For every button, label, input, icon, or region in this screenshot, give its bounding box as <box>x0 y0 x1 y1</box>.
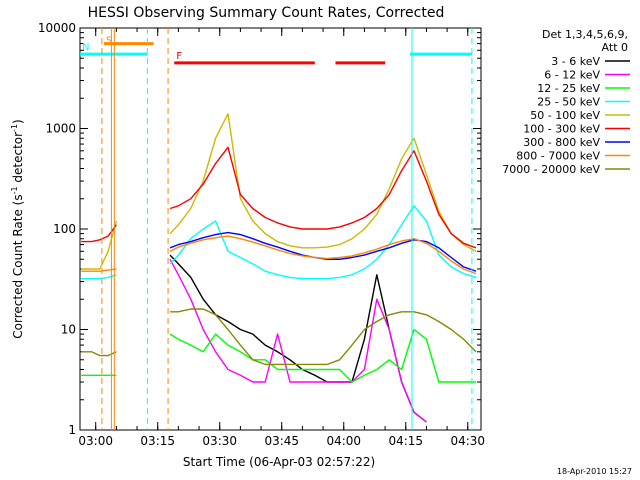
y-axis-label-main: Corrected Count Rate (s <box>11 194 25 338</box>
y-tick-label: 1000 <box>45 122 76 136</box>
x-tick-label: 04:00 <box>326 434 361 448</box>
legend-label: 3 - 6 keV <box>551 55 600 68</box>
vertical-markers <box>101 28 473 430</box>
y-axis: 1 10 100 1000 10000 <box>38 21 481 437</box>
legend-label: 800 - 7000 keV <box>516 150 600 163</box>
attenuator-bars: S N F <box>80 36 472 65</box>
state-bar-label: F <box>176 51 182 62</box>
legend-label: 300 - 800 keV <box>523 136 600 149</box>
y-axis-label: Corrected Count Rate (s-1 detector-1) <box>10 119 25 338</box>
y-tick-label: 1 <box>68 423 76 437</box>
series-line-4 <box>81 113 477 270</box>
series-line-8 <box>81 308 477 366</box>
x-tick-label: 03:15 <box>140 434 175 448</box>
y-axis-label-end: ) <box>11 119 25 124</box>
series-line-3 <box>81 205 477 280</box>
legend-header-detectors: Det 1,3,4,5,6,9, <box>542 28 628 41</box>
legend-label: 50 - 100 keV <box>530 109 600 122</box>
x-tick-label: 03:45 <box>264 434 299 448</box>
series-line-5 <box>81 146 477 249</box>
x-tick-label: 04:15 <box>388 434 423 448</box>
state-bar-label: N <box>82 42 89 53</box>
series-line-1 <box>169 258 427 423</box>
y-axis-label-sup: -1 <box>10 186 19 194</box>
legend-label: 7000 - 20000 keV <box>502 163 600 176</box>
footer-date: 18-Apr-2010 15:27 <box>557 467 632 476</box>
legend: Det 1,3,4,5,6,9, Att 0 <box>542 28 628 54</box>
y-tick-label: 10000 <box>38 21 76 35</box>
series-line-6 <box>169 231 477 272</box>
y-axis-label-mid: detector <box>11 132 25 187</box>
legend-header-attenuator: Att 0 <box>602 41 628 54</box>
x-tick-label: 04:30 <box>450 434 485 448</box>
state-bar-label: S <box>106 36 112 47</box>
y-axis-label-sup2: -1 <box>10 124 19 132</box>
x-tick-label: 03:30 <box>202 434 237 448</box>
y-tick-label: 10 <box>61 323 76 337</box>
chart-title: HESSI Observing Summary Count Rates, Cor… <box>88 5 445 21</box>
y-tick-label: 100 <box>53 222 76 236</box>
legend-label: 100 - 300 keV <box>523 123 600 136</box>
x-axis: 03:00 03:15 03:30 03:45 04:00 04:15 04:30 <box>78 28 485 448</box>
series-line-2 <box>81 328 476 383</box>
legend-label: 12 - 25 keV <box>537 82 600 95</box>
series-line-7 <box>81 235 477 275</box>
x-tick-label: 03:00 <box>78 434 113 448</box>
legend-label: 25 - 50 keV <box>537 96 600 109</box>
x-axis-label: Start Time (06-Apr-03 02:57:22) <box>183 455 375 469</box>
series-layer <box>81 113 477 423</box>
legend-label: 6 - 12 keV <box>544 69 600 82</box>
